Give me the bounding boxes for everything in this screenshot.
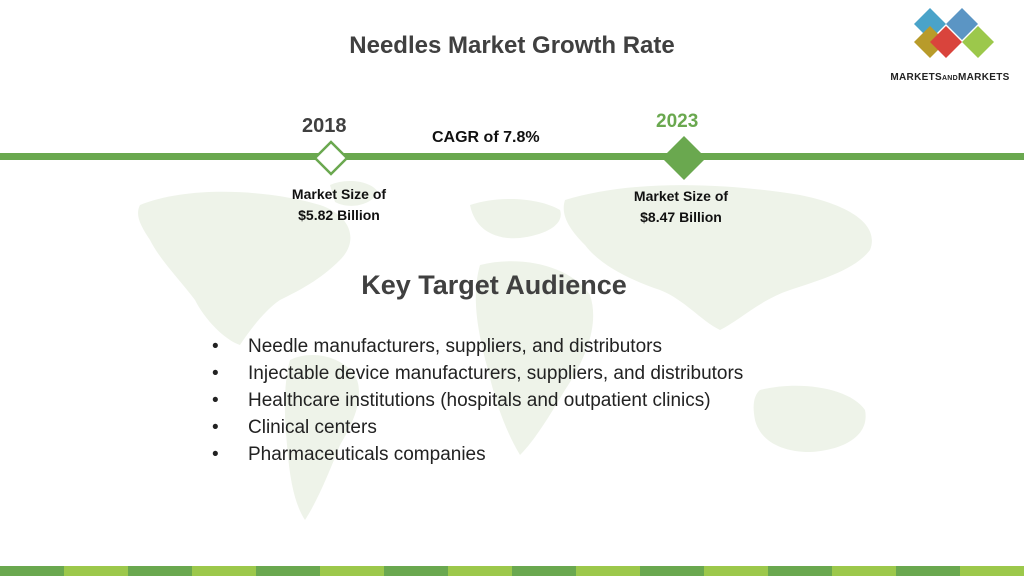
footer-stripe <box>448 566 512 576</box>
market-size-value: $8.47 Billion <box>640 209 722 225</box>
footer-stripe <box>0 566 64 576</box>
market-size-value: $5.82 Billion <box>298 207 380 223</box>
footer-stripe <box>832 566 896 576</box>
footer-bar <box>0 566 1024 576</box>
footer-stripe <box>896 566 960 576</box>
footer-stripe <box>384 566 448 576</box>
market-size-2023: Market Size of $8.47 Billion <box>608 186 754 228</box>
audience-list: Needle manufacturers, suppliers, and dis… <box>212 333 743 468</box>
list-item: Injectable device manufacturers, supplie… <box>212 360 743 387</box>
timeline-marker-2023-icon <box>662 136 706 180</box>
market-size-2018: Market Size of $5.82 Billion <box>266 184 412 226</box>
timeline-marker-2018-icon <box>313 140 349 176</box>
list-item: Clinical centers <box>212 414 743 441</box>
logo-diamonds-icon <box>914 8 994 58</box>
year-end: 2023 <box>656 111 699 132</box>
footer-stripe <box>640 566 704 576</box>
footer-stripe <box>128 566 192 576</box>
footer-stripe <box>320 566 384 576</box>
year-start: 2018 <box>302 115 347 137</box>
footer-stripe <box>64 566 128 576</box>
footer-stripe <box>768 566 832 576</box>
market-size-label: Market Size of <box>633 188 729 204</box>
footer-stripe <box>256 566 320 576</box>
timeline-line <box>0 153 1024 160</box>
list-item: Healthcare institutions (hospitals and o… <box>212 387 743 414</box>
list-item: Pharmaceuticals companies <box>212 441 743 468</box>
company-logo: MARKETSANDMARKETS <box>880 4 1020 88</box>
footer-stripe <box>704 566 768 576</box>
footer-stripe <box>960 566 1024 576</box>
footer-stripe <box>192 566 256 576</box>
footer-stripe <box>512 566 576 576</box>
footer-stripe <box>576 566 640 576</box>
market-size-label: Market Size of <box>291 186 387 202</box>
logo-wordmark: MARKETSANDMARKETS <box>890 72 1010 83</box>
page-title: Needles Market Growth Rate <box>349 32 675 59</box>
cagr-label: CAGR of 7.8% <box>432 129 540 146</box>
list-item: Needle manufacturers, suppliers, and dis… <box>212 333 743 360</box>
audience-heading: Key Target Audience <box>361 270 627 300</box>
